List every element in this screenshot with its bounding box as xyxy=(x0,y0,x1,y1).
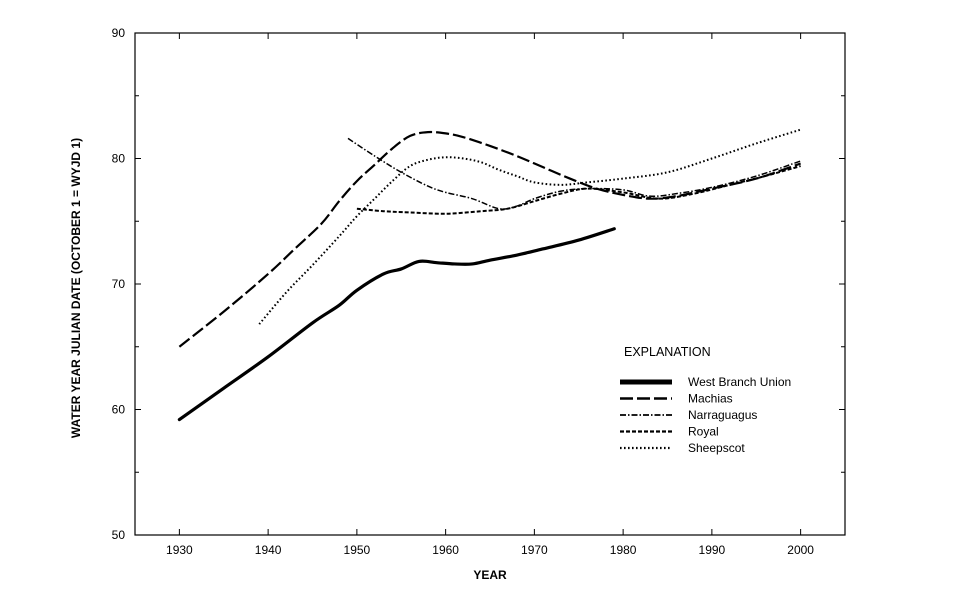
x-tick-label: 1990 xyxy=(699,543,726,557)
x-tick-label: 2000 xyxy=(787,543,814,557)
legend-label-west-branch-union: West Branch Union xyxy=(688,375,791,389)
y-tick-label: 60 xyxy=(112,403,126,417)
x-tick-label: 1970 xyxy=(521,543,548,557)
series-line-sheepscot xyxy=(258,128,801,325)
y-axis-title: WATER YEAR JULIAN DATE (OCTOBER 1 = WYJD… xyxy=(69,138,83,438)
x-axis-title: YEAR xyxy=(473,568,507,582)
series-line-royal xyxy=(356,165,801,215)
legend-title: EXPLANATION xyxy=(624,345,711,359)
x-tick-label: 1950 xyxy=(344,543,371,557)
tick-labels: 1930 1940 1950 1960 1970 1980 1990 2000 50 60 70 80… xyxy=(112,26,815,557)
plot-frame xyxy=(134,32,846,536)
y-tick-label: 90 xyxy=(112,26,126,40)
x-tick-label: 1960 xyxy=(432,543,459,557)
legend-label-royal: Royal xyxy=(688,425,719,439)
legend-label-machias: Machias xyxy=(688,392,733,406)
series-layer xyxy=(177,128,801,422)
legend-label-narraguagus: Narraguagus xyxy=(688,408,757,422)
series-line-narraguagus xyxy=(347,137,801,210)
legend-label-sheepscot: Sheepscot xyxy=(688,441,745,455)
x-tick-label: 1940 xyxy=(255,543,282,557)
legend: EXPLANATION West Branch Union Machias Narr… xyxy=(620,345,791,455)
x-tick-label: 1980 xyxy=(610,543,637,557)
x-tick-label: 1930 xyxy=(166,543,193,557)
y-tick-label: 70 xyxy=(112,277,126,291)
legend-items: West Branch Union Machias Narraguagus Royal… xyxy=(620,375,791,455)
y-tick-label: 50 xyxy=(112,528,126,542)
axis-ticks xyxy=(135,32,845,536)
series-line-west-branch-union xyxy=(177,227,616,422)
y-tick-label: 80 xyxy=(112,152,126,166)
series-line-machias xyxy=(178,130,801,348)
